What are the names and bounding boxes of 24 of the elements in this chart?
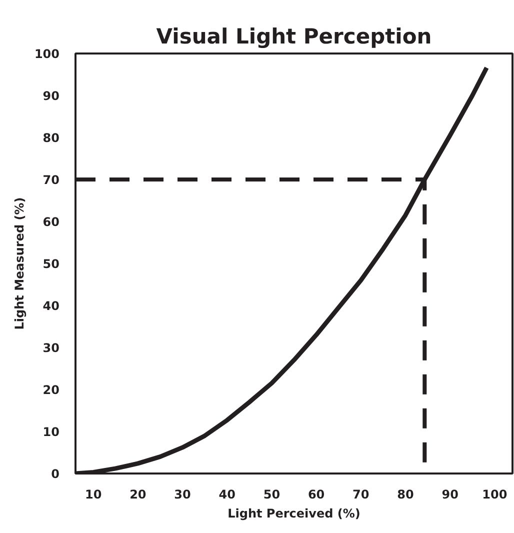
y-tick-label: 60 [42,215,60,229]
x-tick-label: 10 [84,488,102,502]
x-tick-label: 100 [482,488,508,502]
y-tick-label: 100 [34,47,60,61]
x-axis-title: Light Perceived (%) [228,506,360,520]
x-tick-label: 50 [263,488,280,502]
y-tick-label: 30 [42,341,60,355]
y-tick-label: 50 [42,257,60,271]
x-tick-label: 80 [397,488,414,502]
y-tick-label: 40 [42,299,60,313]
x-tick-label: 20 [130,488,146,502]
x-tick-label: 90 [442,488,458,502]
y-tick-label: 80 [42,131,60,145]
chart-title: Visual Light Perception [156,24,432,48]
x-tick-label: 40 [218,488,236,502]
x-tick-label: 70 [352,488,370,502]
y-tick-label: 70 [42,173,60,187]
y-axis-title: Light Measured (%) [12,197,26,330]
y-tick-label: 0 [51,467,60,481]
x-tick-label: 60 [308,488,325,502]
y-tick-label: 10 [42,425,60,439]
y-tick-label: 20 [42,383,60,397]
x-tick-label: 30 [174,488,191,502]
y-tick-label: 90 [42,89,60,103]
